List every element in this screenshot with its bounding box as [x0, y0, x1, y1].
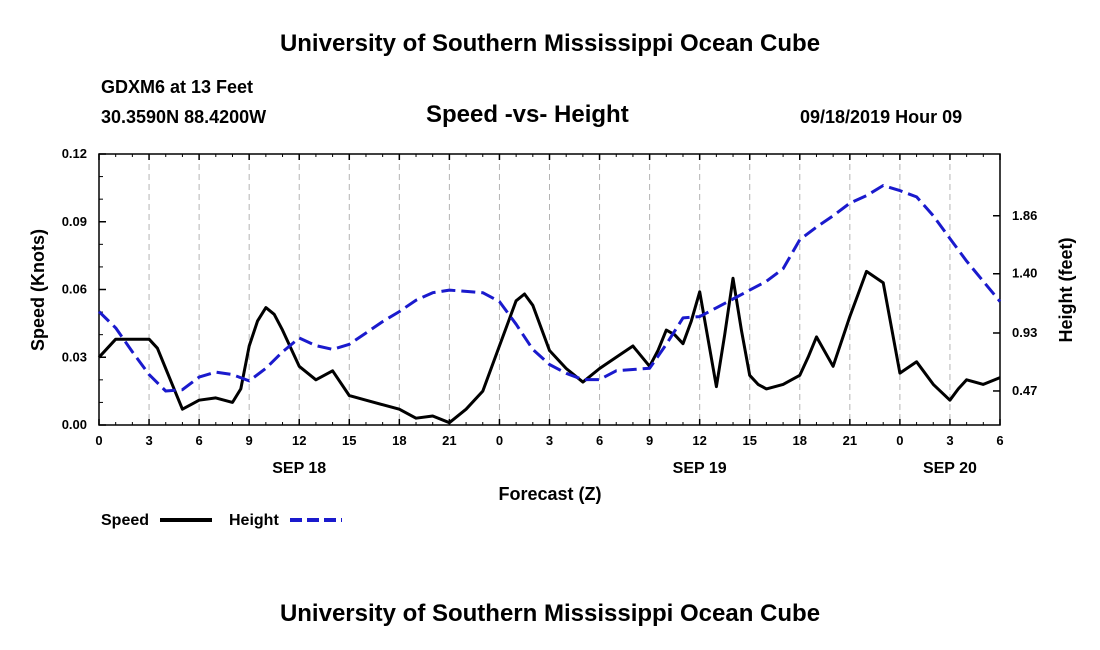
x-tick-label: 9	[646, 433, 653, 448]
y2-tick-label: 0.47	[1012, 383, 1037, 398]
x-tick-label: 18	[392, 433, 406, 448]
ticks-layer: 0 3 6 9 12 15 18 21 0 3 6 9 12 15 18 21 0 3 6 0.00 0.03 0.06 0…	[62, 146, 1038, 477]
y2-axis-title: Height (feet)	[1056, 238, 1076, 343]
legend-label-speed: Speed	[101, 512, 149, 529]
x-tick-label: 15	[742, 433, 756, 448]
x-tick-label: 6	[996, 433, 1003, 448]
y-tick-label: 0.06	[62, 282, 87, 297]
x-tick-label: 12	[692, 433, 706, 448]
x-tick-label: 12	[292, 433, 306, 448]
plot-title: Speed -vs- Height	[426, 101, 629, 128]
x-tick-label: 6	[596, 433, 603, 448]
x-tick-label: 9	[246, 433, 253, 448]
y-tick-label: 0.09	[62, 214, 87, 229]
x-tick-label: 21	[442, 433, 456, 448]
date-label: SEP 20	[923, 460, 977, 477]
y2-tick-label: 1.40	[1012, 266, 1037, 281]
x-tick-label: 18	[793, 433, 807, 448]
x-tick-label: 0	[496, 433, 503, 448]
x-axis-title: Forecast (Z)	[498, 484, 601, 504]
station-label: GDXM6 at 13 Feet	[101, 77, 254, 97]
x-tick-label: 21	[843, 433, 857, 448]
grid-layer	[148, 154, 951, 425]
x-tick-label: 0	[896, 433, 903, 448]
datetime-label: 09/18/2019 Hour 09	[800, 107, 963, 127]
y-axis-title: Speed (Knots)	[28, 229, 48, 351]
y2-tick-label: 0.93	[1012, 325, 1037, 340]
legend-label-height: Height	[229, 512, 279, 529]
y2-tick-label: 1.86	[1012, 208, 1037, 223]
page-title-bottom: University of Southern Mississippi Ocean…	[279, 600, 821, 627]
x-tick-label: 15	[342, 433, 356, 448]
date-label: SEP 18	[272, 460, 326, 477]
legend: Speed Height	[101, 512, 342, 529]
x-tick-label: 3	[946, 433, 953, 448]
x-tick-label: 3	[145, 433, 152, 448]
series-line-height	[97, 184, 1002, 393]
series-layer	[97, 184, 1002, 425]
page-title-top: University of Southern Mississippi Ocean…	[279, 30, 821, 57]
y-tick-label: 0.03	[62, 349, 87, 364]
x-tick-label: 0	[95, 433, 102, 448]
y-tick-label: 0.12	[62, 146, 87, 161]
coordinates-label: 30.3590N 88.4200W	[101, 107, 267, 127]
y-tick-label: 0.00	[62, 417, 87, 432]
x-tick-label: 6	[195, 433, 202, 448]
date-label: SEP 19	[673, 460, 727, 477]
x-tick-label: 3	[546, 433, 553, 448]
